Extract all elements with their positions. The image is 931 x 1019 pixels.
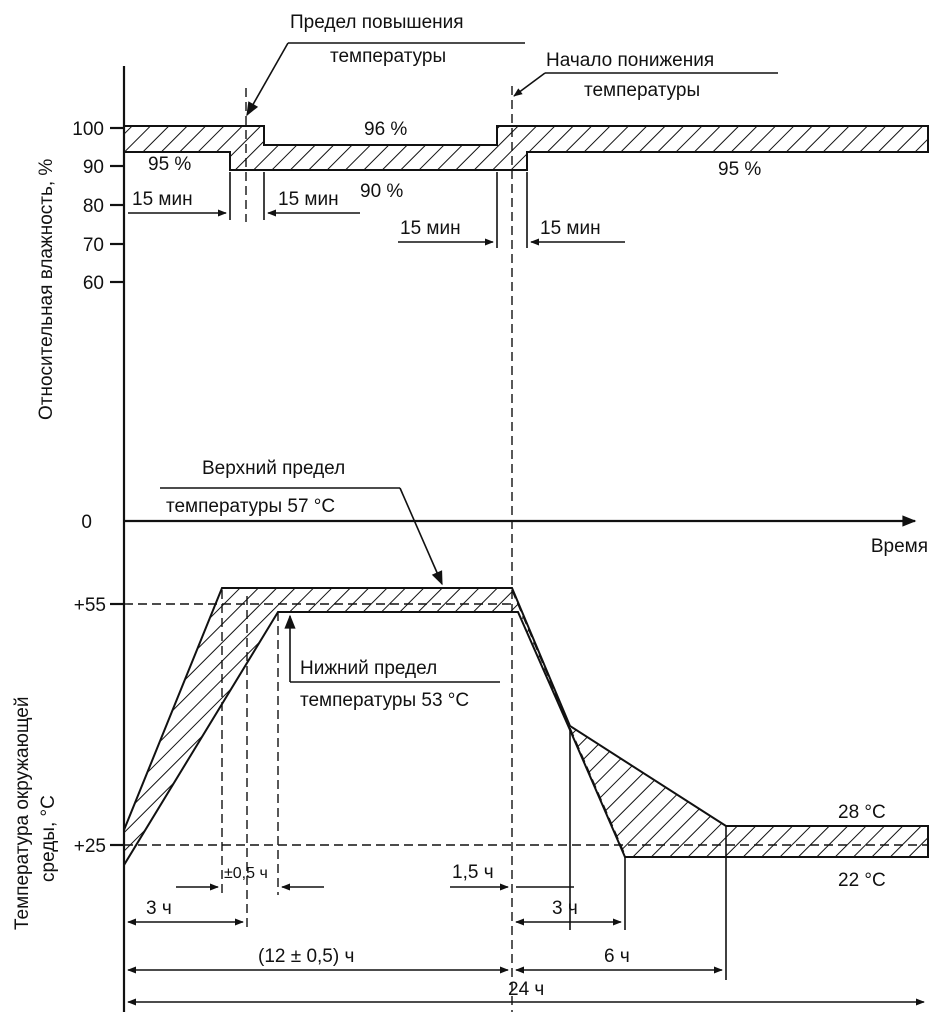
label-3h-left: 3 ч xyxy=(146,898,172,919)
label-90-percent: 90 % xyxy=(360,181,403,202)
label-1-5h: 1,5 ч xyxy=(452,862,494,883)
rise-limit-label-line2: температуры xyxy=(330,46,446,67)
fall-start-leader-arrow xyxy=(513,72,546,97)
rise-limit-label-line1: Предел повышения xyxy=(290,12,464,33)
upper-limit-label-line1: Верхний предел xyxy=(202,458,345,479)
temperature-tick-25: +25 xyxy=(74,836,106,857)
time-axis-zero: 0 xyxy=(81,512,92,533)
label-96-percent: 96 % xyxy=(364,119,407,140)
upper-limit-arrow xyxy=(399,487,443,586)
fall-start-label-line2: температуры xyxy=(584,80,700,101)
label-15min-d: 15 мин xyxy=(540,218,601,239)
temperature-tick-55: +55 xyxy=(74,595,106,616)
humidity-tick-90: 90 xyxy=(83,157,104,178)
label-24h: 24 ч xyxy=(508,979,544,1000)
label-28c: 28 °С xyxy=(838,802,886,823)
temperature-ticks xyxy=(110,602,124,847)
temperature-band xyxy=(123,587,929,869)
humidity-ticks xyxy=(110,126,124,284)
fall-start-label-line1: Начало понижения xyxy=(546,50,714,71)
label-15min-c: 15 мин xyxy=(400,218,461,239)
label-15min-b: 15 мин xyxy=(278,189,339,210)
label-12h: (12 ± 0,5) ч xyxy=(258,946,354,967)
humidity-tick-100: 100 xyxy=(72,119,104,140)
humidity-dimension-ticks xyxy=(229,172,528,248)
label-15min-a: 15 мин xyxy=(132,189,193,210)
label-6h: 6 ч xyxy=(604,946,630,967)
humidity-tick-80: 80 xyxy=(83,196,104,217)
humidity-tick-60: 60 xyxy=(83,273,104,294)
label-95-percent-left: 95 % xyxy=(148,154,191,175)
temperature-axis-label-line1: Температура окружающей xyxy=(12,697,33,930)
rise-limit-leader-arrow xyxy=(246,42,289,117)
lower-limit-label-line1: Нижний предел xyxy=(300,658,437,679)
label-95-percent-right: 95 % xyxy=(718,159,761,180)
humidity-tick-70: 70 xyxy=(83,235,104,256)
humidity-band xyxy=(123,125,929,171)
temperature-axis-label-line2: среды, °С xyxy=(38,795,59,882)
label-22c: 22 °С xyxy=(838,870,886,891)
time-axis-label: Время xyxy=(871,536,928,557)
upper-limit-label-line2: температуры 57 °С xyxy=(166,496,335,517)
humidity-axis-label: Относительная влажность, % xyxy=(36,159,57,420)
lower-limit-label-line2: температуры 53 °С xyxy=(300,690,469,711)
label-3h-right: 3 ч xyxy=(552,898,578,919)
label-pm05h: ±0,5 ч xyxy=(224,865,268,882)
